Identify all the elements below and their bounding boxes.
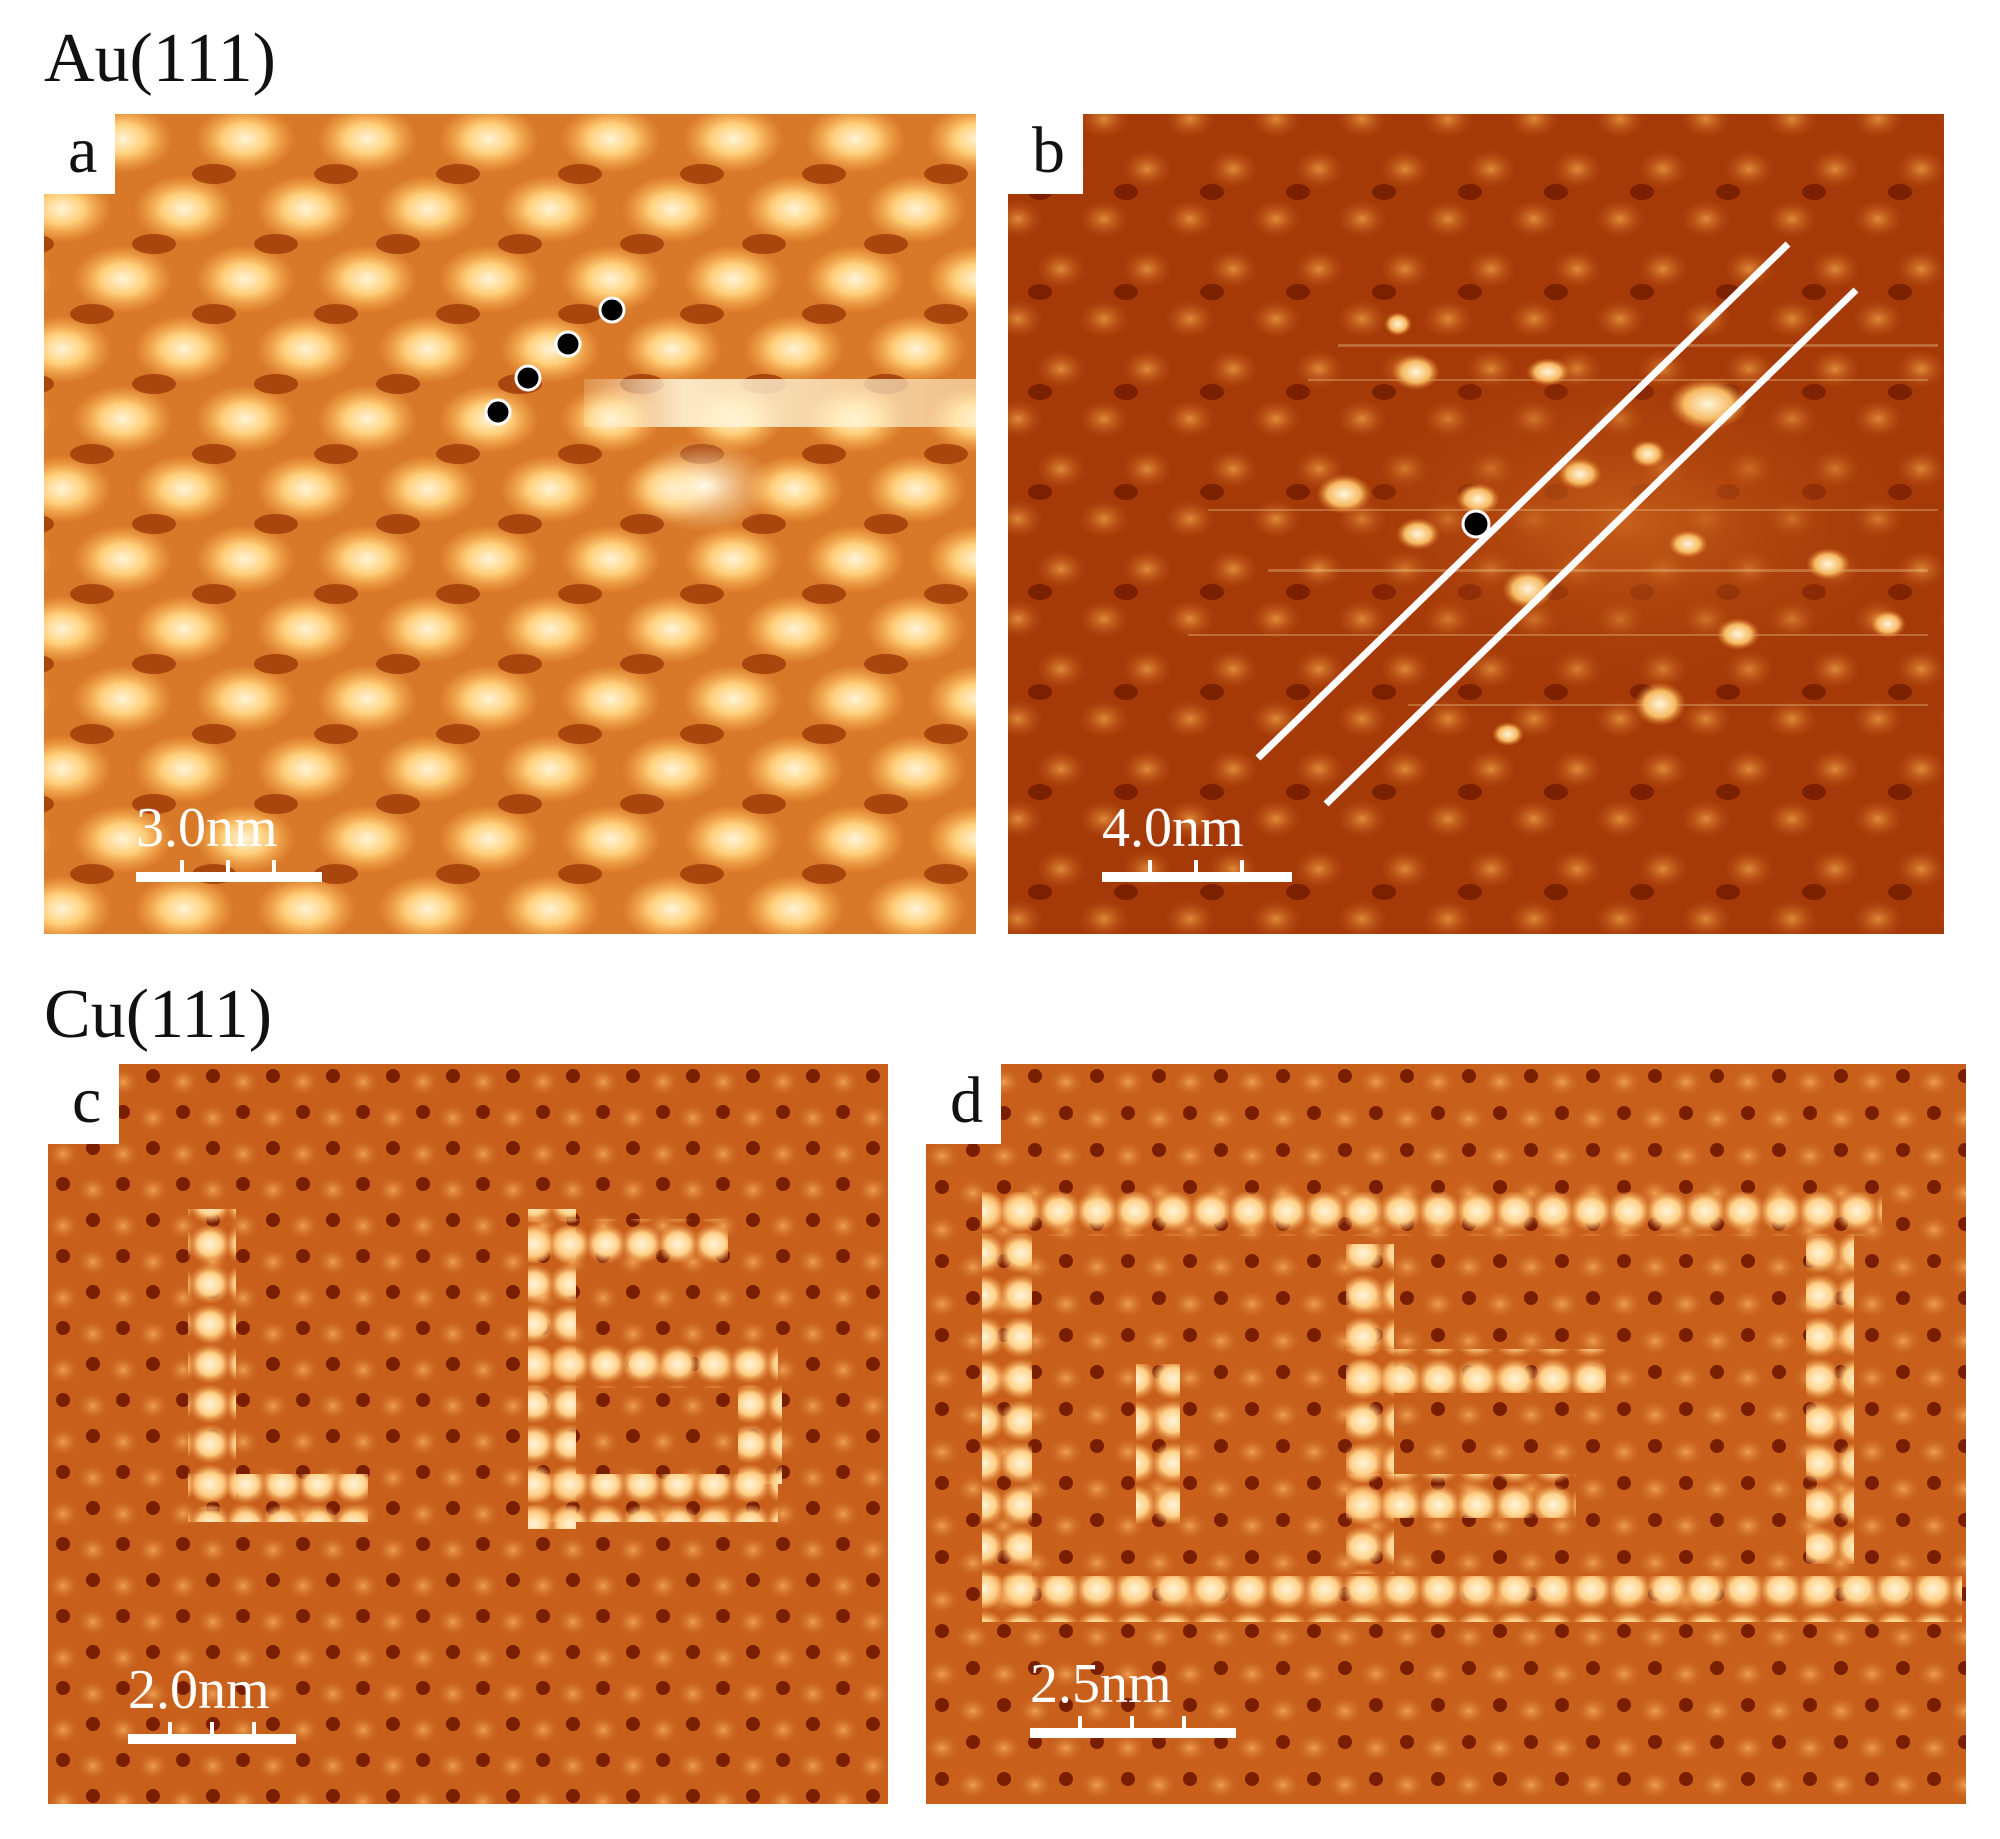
bright-streak-feature [584, 379, 976, 427]
scale-bar-label-a: 3.0nm [136, 797, 278, 859]
marker-dot [598, 296, 626, 324]
scale-bar-a: 3.0nm [136, 792, 322, 882]
marker-dot [554, 330, 582, 358]
guide-line [1323, 287, 1859, 807]
bright-spot-feature [634, 440, 774, 532]
stm-image-c [48, 1064, 888, 1804]
stm-image-d [926, 1064, 1966, 1804]
marker-dot [484, 398, 512, 426]
panel-label-b: b [1008, 114, 1083, 194]
marker-dot [1461, 509, 1491, 539]
stm-image-panel-d: d 2.5nm [926, 1064, 1966, 1804]
scale-bar-label-c: 2.0nm [128, 1659, 270, 1721]
stm-image-a [44, 114, 976, 934]
panel-label-d: d [926, 1064, 1001, 1144]
section-title-cu111: Cu(111) [44, 976, 273, 1053]
stm-image-panel-b: b 4.0nm [1008, 114, 1944, 934]
scale-bar-label-d: 2.5nm [1030, 1653, 1172, 1715]
scale-bar-d: 2.5nm [1030, 1648, 1236, 1738]
stm-image-panel-a: a 3.0nm [44, 114, 976, 934]
panel-a-overlay [484, 296, 976, 532]
panel-label-a: a [44, 114, 116, 194]
marker-dot [514, 364, 542, 392]
scale-bar-b: 4.0nm [1102, 792, 1292, 882]
guide-line [1255, 241, 1791, 761]
section-title-au111: Au(111) [44, 20, 276, 97]
panel-b-overlay [1255, 241, 1859, 807]
scale-bar-label-b: 4.0nm [1102, 797, 1244, 859]
scale-bar-c: 2.0nm [128, 1654, 296, 1744]
panel-label-c: c [48, 1064, 120, 1144]
stm-image-panel-c: c 2.0nm [48, 1064, 888, 1804]
